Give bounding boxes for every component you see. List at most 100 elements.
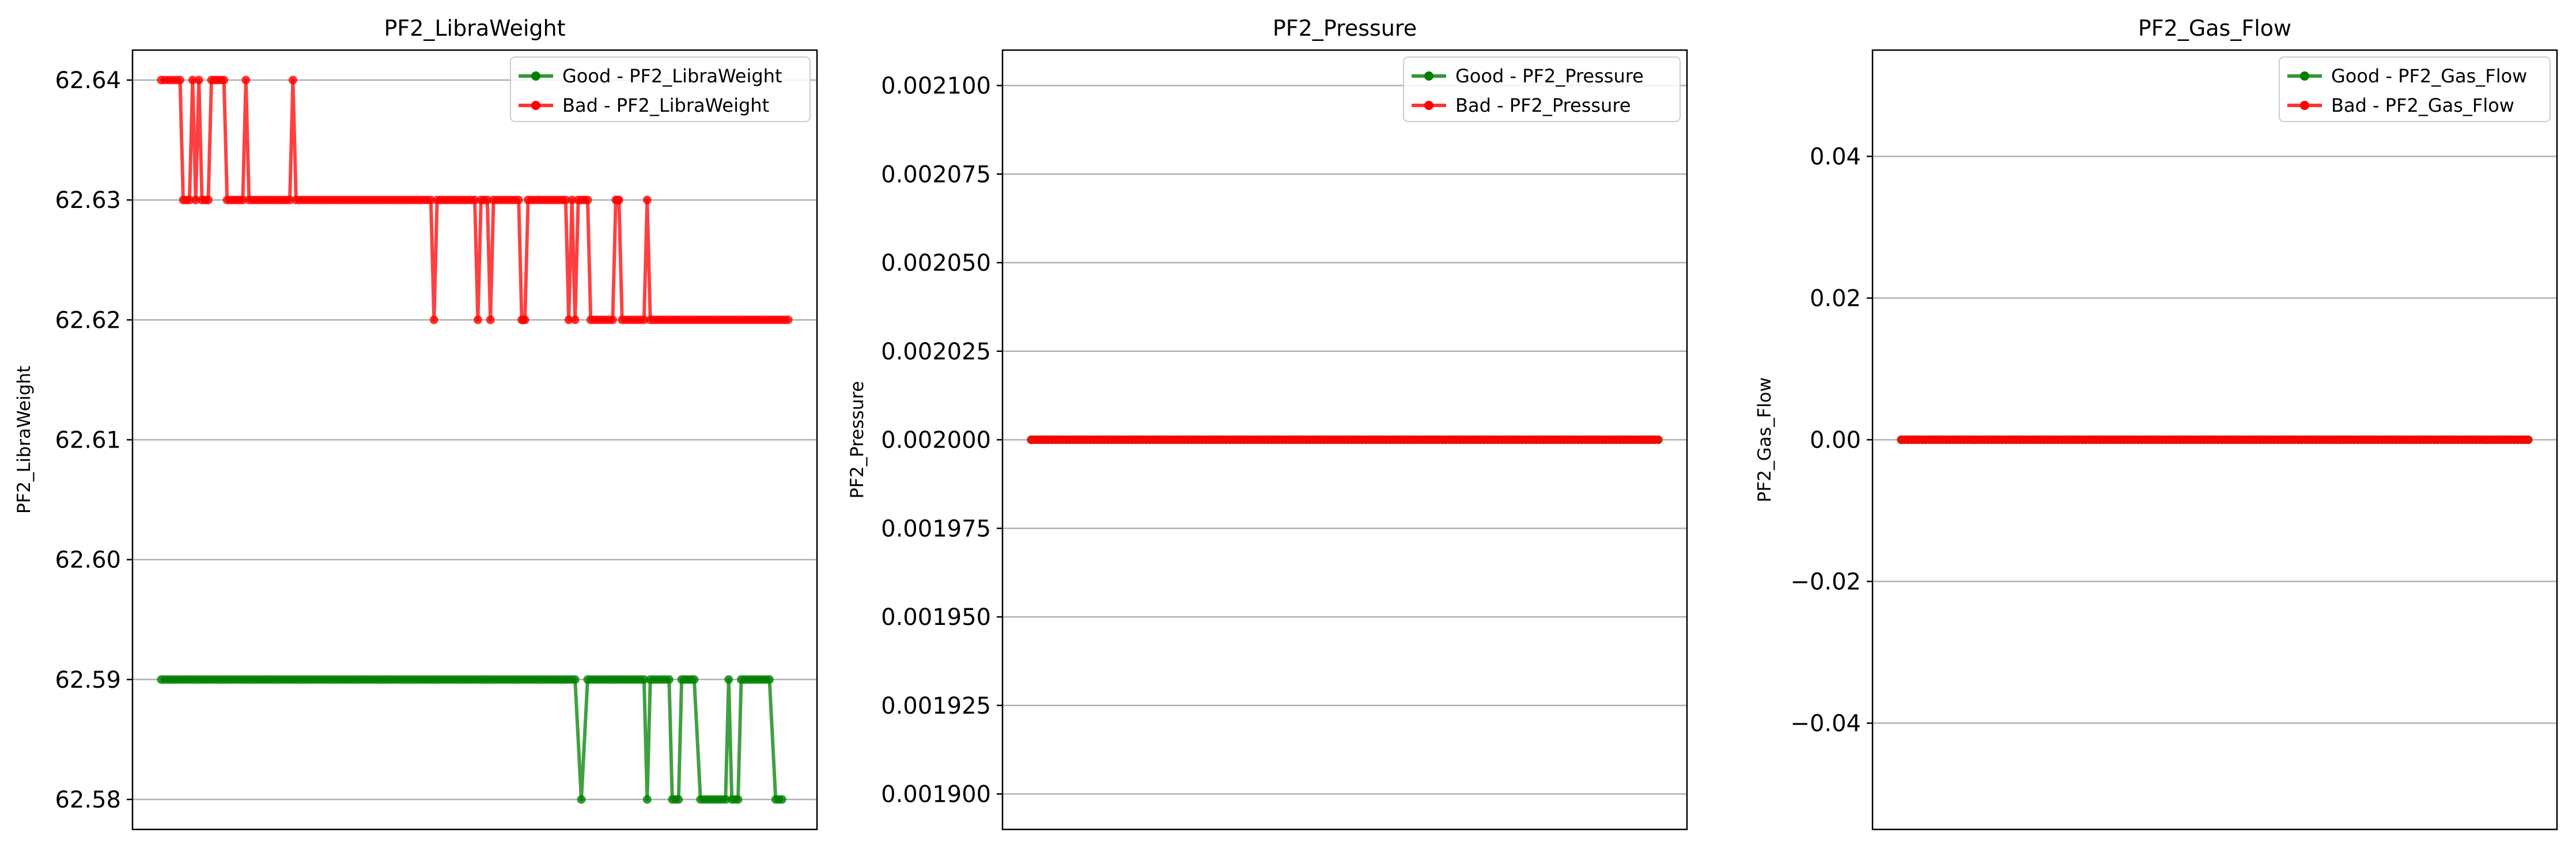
plot-frame xyxy=(1871,49,2558,831)
data-point xyxy=(568,195,577,204)
data-point xyxy=(470,195,479,204)
y-tick-label: 62.61 xyxy=(55,427,121,454)
data-point xyxy=(188,75,197,85)
y-tick-label: 0.002000 xyxy=(881,427,991,454)
data-point xyxy=(191,195,201,204)
series-bad xyxy=(1027,435,1663,444)
y-tick-label: 62.60 xyxy=(55,547,121,574)
legend-label: Good - PF2_Gas_Flow xyxy=(2331,65,2527,87)
data-point xyxy=(176,75,184,85)
y-tick-label: 0.002100 xyxy=(881,73,991,100)
y-tick-label: 0.001925 xyxy=(881,693,991,719)
legend-box xyxy=(2279,56,2551,122)
data-point xyxy=(514,195,523,204)
y-tick-label: 0.001975 xyxy=(881,516,991,542)
legend-swatch-marker xyxy=(1424,71,1433,81)
y-tick-label: 0.002025 xyxy=(881,339,991,365)
y-tick-label: 62.63 xyxy=(55,187,121,214)
data-point xyxy=(784,315,793,324)
y-tick-label: 62.58 xyxy=(55,787,121,813)
y-tick-label: −0.02 xyxy=(1790,569,1861,596)
data-point xyxy=(721,795,730,804)
y-tick-label: 0.02 xyxy=(1810,286,1861,312)
legend: Good - PF2_Gas_Flow Bad - PF2_Gas_Flow xyxy=(2279,56,2551,122)
data-point xyxy=(674,795,683,804)
data-point xyxy=(561,195,570,204)
legend-swatch-marker xyxy=(531,101,540,110)
legend: Good - PF2_LibraWeight Bad - PF2_LibraWei… xyxy=(510,56,811,122)
y-tick-label: 0.001900 xyxy=(881,782,991,808)
chart-title: PF2_LibraWeight xyxy=(384,16,565,41)
chart-0: PF2_LibraWeight PF2_LibraWeight 62.58 62.59… xyxy=(14,16,818,831)
data-point xyxy=(220,75,229,85)
data-point xyxy=(1654,435,1663,444)
series-bad xyxy=(157,75,793,324)
y-tick-label: 62.62 xyxy=(55,307,121,333)
legend-label: Bad - PF2_Gas_Flow xyxy=(2331,94,2514,116)
data-point xyxy=(520,315,529,324)
data-point xyxy=(285,195,294,204)
legend-swatch-marker xyxy=(2300,101,2309,110)
data-point xyxy=(570,315,580,324)
data-point xyxy=(583,195,592,204)
data-point xyxy=(426,195,436,204)
data-point xyxy=(564,315,573,324)
chart-title: PF2_Gas_Flow xyxy=(2138,16,2291,41)
data-point xyxy=(733,795,743,804)
data-point xyxy=(288,75,297,85)
plot-frame xyxy=(131,49,818,831)
y-tick-label: 0.04 xyxy=(1810,144,1861,170)
data-point xyxy=(241,75,251,85)
y-tick-label: 0.00 xyxy=(1810,427,1861,454)
legend-label: Bad - PF2_LibraWeight xyxy=(562,94,769,116)
y-tick-label: 62.64 xyxy=(55,67,121,94)
data-point xyxy=(483,195,492,204)
data-point xyxy=(2524,435,2533,444)
y-tick-label: 0.002050 xyxy=(881,250,991,276)
chart-title: PF2_Pressure xyxy=(1273,16,1417,41)
data-point xyxy=(204,195,213,204)
data-point xyxy=(608,315,617,324)
y-axis-label: PF2_Pressure xyxy=(847,381,868,498)
legend-swatch-marker xyxy=(531,71,540,81)
data-point xyxy=(473,315,482,324)
y-tick-label: 0.002075 xyxy=(881,161,991,188)
data-point xyxy=(777,795,786,804)
data-point xyxy=(640,675,649,684)
y-axis-label: PF2_LibraWeight xyxy=(14,366,35,514)
data-point xyxy=(642,195,652,204)
legend-box xyxy=(1403,56,1681,122)
series-line xyxy=(161,677,782,801)
legend-box xyxy=(510,56,811,122)
y-tick-label: −0.04 xyxy=(1790,711,1861,737)
chart-2: PF2_Gas_Flow PF2_Gas_Flow −0.04 −0.02 0.00 0.… xyxy=(1754,16,2558,831)
data-point xyxy=(486,315,495,324)
legend-swatch-marker xyxy=(1424,101,1433,110)
y-tick-label: 0.001950 xyxy=(881,604,991,631)
y-tick-label: 62.59 xyxy=(55,667,121,693)
legend-swatch-marker xyxy=(2300,71,2309,81)
legend: Good - PF2_Pressure Bad - PF2_Pressure xyxy=(1403,56,1681,122)
data-point xyxy=(238,195,247,204)
y-axis-label: PF2_Gas_Flow xyxy=(1754,377,1775,502)
data-point xyxy=(577,795,586,804)
data-point xyxy=(690,675,699,684)
series-bad xyxy=(1897,435,2533,444)
series-good xyxy=(157,675,786,804)
data-point xyxy=(724,675,733,684)
data-point xyxy=(570,675,580,684)
chart-1: PF2_Pressure PF2_Pressure 0.001900 0.001925… xyxy=(847,16,1688,831)
legend-label: Good - PF2_Pressure xyxy=(1455,65,1644,87)
data-point xyxy=(765,675,774,684)
data-point xyxy=(642,795,652,804)
plot-frame xyxy=(1001,49,1688,831)
legend-label: Bad - PF2_Pressure xyxy=(1455,94,1631,116)
data-point xyxy=(640,315,649,324)
data-point xyxy=(429,315,438,324)
legend-label: Good - PF2_LibraWeight xyxy=(562,65,782,87)
data-point xyxy=(194,75,203,85)
data-point xyxy=(185,195,194,204)
data-point xyxy=(664,675,674,684)
